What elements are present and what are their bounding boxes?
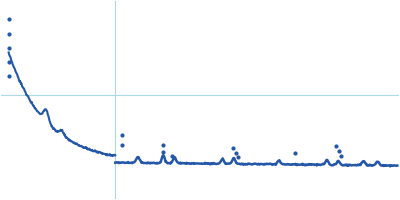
Point xyxy=(6,33,12,36)
Point xyxy=(119,143,126,146)
Point xyxy=(233,151,239,154)
Point xyxy=(160,150,166,153)
Point xyxy=(6,75,12,78)
Point xyxy=(235,155,241,158)
Point xyxy=(292,151,298,154)
Point xyxy=(119,133,126,136)
Point xyxy=(230,146,236,149)
Point xyxy=(169,154,175,157)
Point xyxy=(337,154,344,157)
Point xyxy=(6,61,12,64)
Point xyxy=(332,144,339,147)
Point xyxy=(6,47,12,50)
Point xyxy=(335,149,342,152)
Point xyxy=(6,17,12,20)
Point xyxy=(160,143,166,146)
